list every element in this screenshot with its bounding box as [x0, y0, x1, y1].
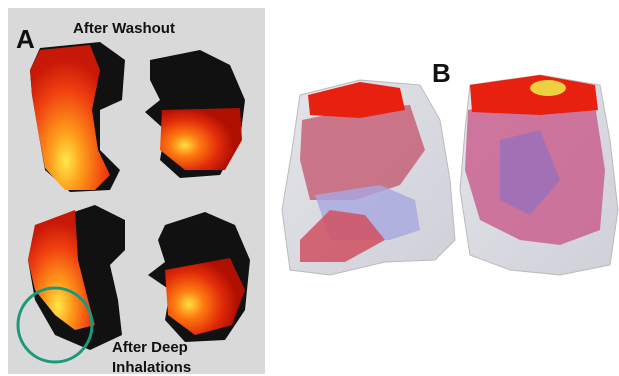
panel-caption: Inhalations	[112, 359, 191, 376]
panel-title: After Washout	[73, 20, 175, 37]
panel-label: B	[432, 58, 451, 88]
panel-label: A	[16, 24, 35, 54]
figure: A After Washout After Deep Inhalations B	[0, 0, 619, 376]
panel-caption: After Deep	[112, 339, 188, 356]
lung-hotspot	[530, 80, 566, 96]
